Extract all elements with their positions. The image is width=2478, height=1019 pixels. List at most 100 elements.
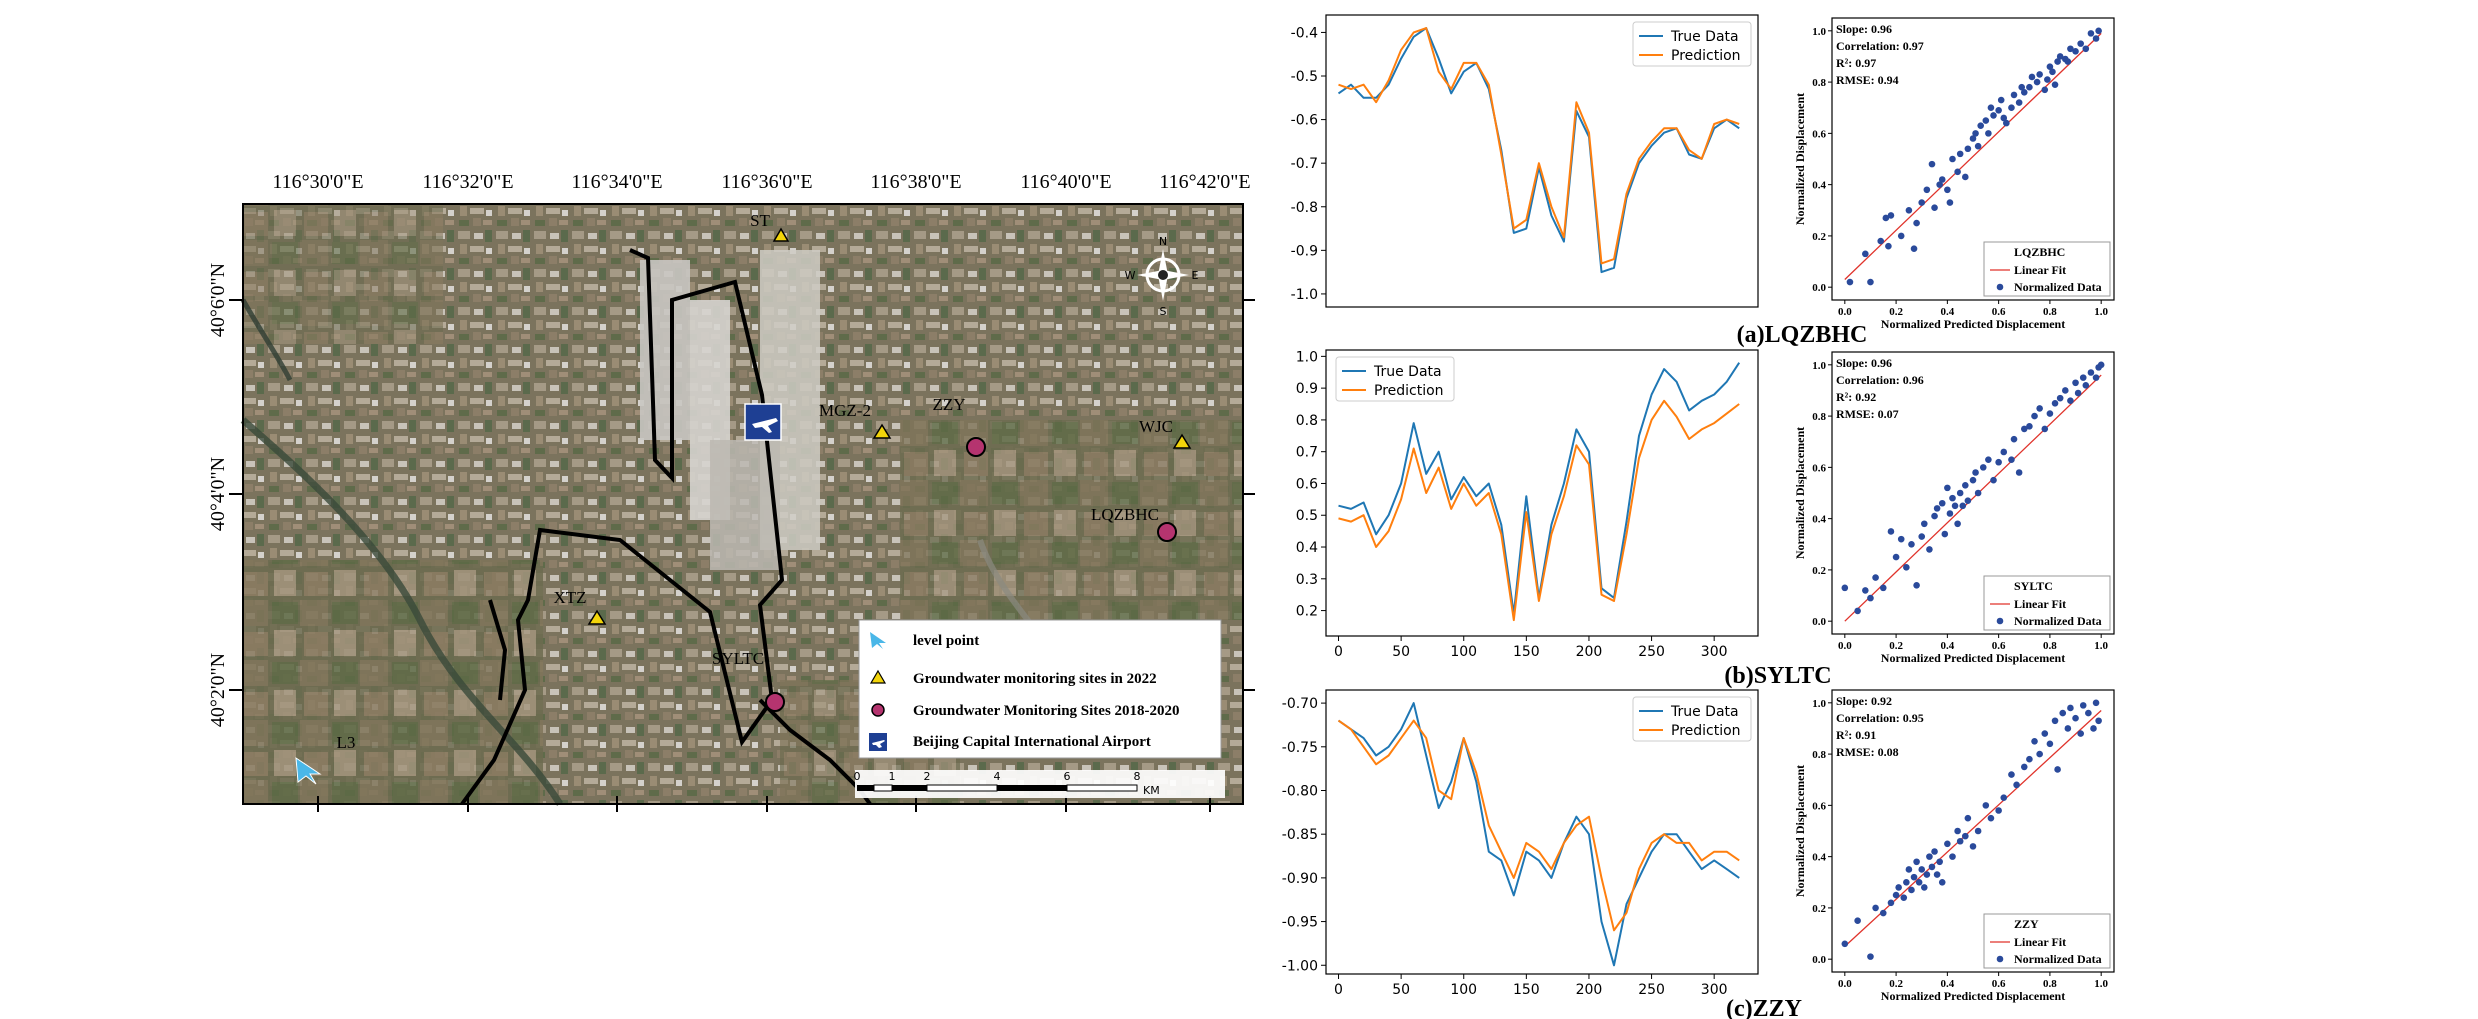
data-point — [1956, 837, 1964, 845]
data-point — [2067, 397, 2074, 405]
data-point — [1982, 802, 1990, 809]
data-point — [1915, 878, 1923, 886]
y-tick-label: 0.0 — [1812, 616, 1826, 628]
y-tick-label: 0.6 — [1812, 462, 1826, 474]
data-point — [2082, 382, 2090, 389]
data-point — [1928, 160, 1936, 168]
data-point — [2072, 48, 2079, 55]
y-tick-label: -0.85 — [1282, 827, 1318, 843]
series-line-prediction — [1338, 27, 1740, 265]
data-point — [2056, 394, 2064, 402]
data-point — [2036, 405, 2043, 412]
x-tick-label: 0 — [1334, 982, 1343, 998]
data-point — [1913, 219, 1920, 227]
data-point — [1969, 843, 1977, 850]
legend-circle-icon — [871, 703, 885, 717]
level-point-icon: L3 — [295, 733, 356, 785]
y-axis-label: Normalized Displacement — [1793, 765, 1807, 897]
y-tick-label: 1.0 — [1812, 26, 1826, 38]
legend-label: Groundwater monitoring sites in 2022 — [913, 671, 1157, 687]
y-tick-label: 0.4 — [1812, 180, 1826, 192]
data-point — [1862, 587, 1869, 594]
x-tick-label: 100 — [1450, 982, 1477, 998]
scatter-legend: ZZY Linear Fit Normalized Data — [1983, 913, 2111, 969]
y-tick-label: -1.0 — [1291, 287, 1318, 303]
stat-line: RMSE: 0.07 — [1836, 407, 1899, 421]
data-point — [1954, 520, 1961, 528]
lon-label: 116°40'0"E — [1020, 171, 1111, 193]
panel-caption: (c)ZZY — [1726, 996, 1802, 1019]
data-point — [1938, 878, 1946, 886]
site-label: XTZ — [553, 588, 586, 607]
data-point — [2020, 89, 2028, 96]
lon-label: 116°34'0"E — [571, 171, 662, 193]
scatter-legend: LQZBHC Linear Fit Normalized Data — [1983, 241, 2111, 297]
legend-swatch — [1996, 617, 2004, 625]
data-point — [1956, 150, 1964, 158]
legend-swatch — [1996, 955, 2004, 963]
legend-title: LQZBHC — [2014, 245, 2065, 259]
data-point — [1972, 130, 1979, 137]
data-point — [1923, 186, 1931, 194]
y-tick-label: 0.4 — [1296, 540, 1318, 556]
lat-label: 40°6'0"N — [207, 263, 229, 337]
data-point — [2020, 425, 2028, 433]
y-tick-label: 1.0 — [1812, 360, 1826, 372]
stat-line: RMSE: 0.08 — [1836, 745, 1899, 759]
stat-line: RMSE: 0.94 — [1836, 73, 1899, 87]
x-tick-label: 0.6 — [1992, 306, 2006, 318]
lon-axis: 116°30'0"E 116°32'0"E 116°34'0"E 116°36'… — [272, 171, 1255, 812]
data-point — [1941, 530, 1949, 538]
data-point — [1990, 476, 1997, 484]
data-point — [1933, 505, 1941, 512]
data-point — [1908, 540, 1915, 548]
data-point — [1962, 173, 1969, 181]
data-point — [2061, 387, 2069, 394]
data-point — [1985, 130, 1992, 137]
data-point — [1931, 204, 1938, 212]
level-point-label: L3 — [337, 733, 356, 752]
x-tick-label: 0.2 — [1889, 640, 1903, 652]
legend-label: True Data — [1670, 704, 1739, 720]
data-point — [2087, 369, 2095, 376]
data-point — [1903, 878, 1910, 886]
chart-legend: True Data Prediction — [1335, 356, 1455, 402]
data-point — [1910, 873, 1918, 881]
stat-line: Correlation: 0.95 — [1836, 711, 1924, 725]
data-point — [2051, 717, 2059, 725]
legend-box — [1983, 241, 2111, 297]
y-tick-label: 0.4 — [1812, 514, 1826, 526]
data-point — [1910, 245, 1918, 253]
data-point — [1918, 533, 1926, 540]
data-point — [2092, 374, 2100, 381]
legend-label: Normalized Data — [2014, 952, 2102, 966]
data-point — [2095, 27, 2102, 35]
x-axis-label: Normalized Predicted Displacement — [1881, 317, 2065, 331]
data-point — [2008, 771, 2015, 778]
data-point — [1903, 564, 1910, 571]
data-point — [2010, 435, 2018, 443]
x-tick-label: 0.2 — [1889, 306, 1903, 318]
data-point — [2041, 425, 2049, 433]
data-point — [1854, 607, 1861, 615]
y-tick-label: 0.2 — [1812, 231, 1826, 243]
data-point — [2079, 702, 2087, 709]
lon-label: 116°42'0"E — [1159, 171, 1250, 193]
stat-line: Correlation: 0.96 — [1836, 373, 1924, 387]
data-point — [2031, 412, 2038, 420]
data-point — [1887, 899, 1895, 907]
data-point — [1964, 497, 1972, 504]
x-tick-label: 1.0 — [2094, 978, 2108, 990]
data-point — [1946, 510, 1954, 517]
data-point — [1872, 904, 1879, 912]
lon-label: 116°32'0"E — [422, 171, 513, 193]
x-axis-label: Normalized Predicted Displacement — [1881, 651, 2065, 665]
x-tick-label: 250 — [1638, 644, 1665, 660]
data-point — [1969, 135, 1977, 142]
data-point — [1962, 482, 1969, 489]
x-tick-label: 50 — [1392, 982, 1410, 998]
data-point — [2044, 76, 2051, 83]
data-point — [1974, 142, 1982, 150]
data-point — [2026, 755, 2033, 763]
panel-caption: (a)LQZBHC — [1737, 322, 1868, 348]
